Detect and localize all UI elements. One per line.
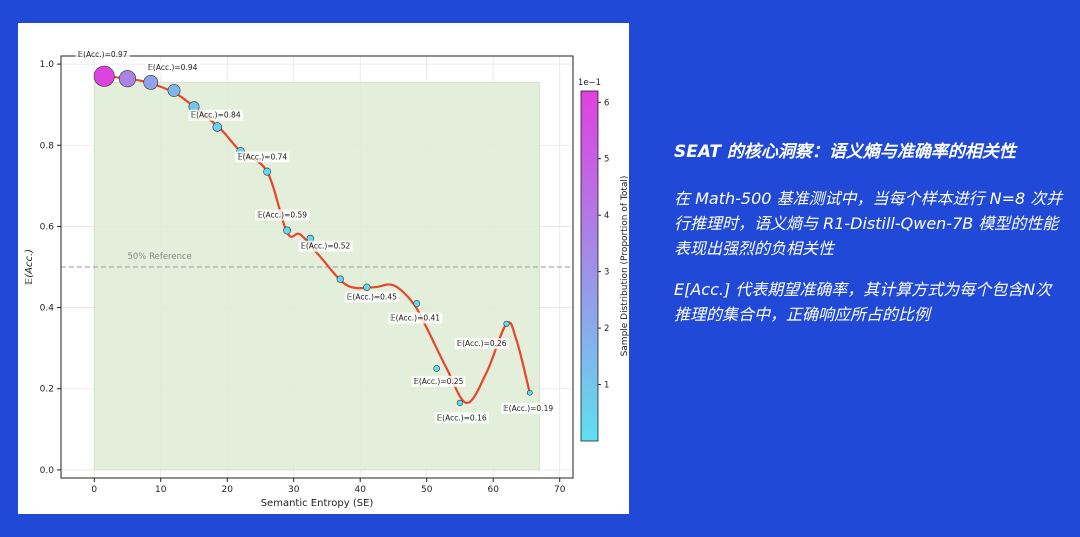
x-tick-label: 20	[222, 485, 234, 495]
annotation-text: 𝔼(Acc.)=0.41	[390, 314, 440, 323]
data-point	[336, 275, 344, 283]
accuracy-curve	[104, 75, 531, 405]
annotation-label: 𝔼(Acc.)=0.97	[75, 48, 130, 60]
annotation-label: 𝔼(Acc.)=0.52	[298, 240, 353, 252]
annotation-label: 𝔼(Acc.)=0.94	[145, 62, 200, 74]
annotation-label: 𝔼(Acc.)=0.84	[188, 109, 243, 121]
x-tick-label: 10	[155, 485, 167, 495]
annotation-label: 𝔼(Acc.)=0.25	[411, 375, 466, 387]
annotation-background	[298, 240, 353, 252]
data-point	[118, 70, 137, 88]
y-tick-label: 0.6	[40, 222, 55, 232]
plot-frame	[60, 55, 574, 479]
annotation-text: 𝔼(Acc.)=0.45	[347, 292, 397, 301]
annotation-text: 𝔼(Acc.)=0.26	[457, 339, 507, 348]
colorbar-exponent: 1e−1	[578, 78, 601, 88]
colorbar	[580, 90, 599, 442]
x-axis-label: Semantic Entropy (SE)	[261, 498, 374, 509]
data-point	[526, 389, 533, 396]
colorbar-tick-label: 5	[604, 155, 609, 165]
annotation-background	[188, 109, 243, 121]
annotation-background	[255, 209, 310, 221]
annotation-text: 𝔼(Acc.)=0.97	[78, 50, 128, 59]
data-point	[93, 65, 115, 87]
data-point	[167, 84, 181, 97]
data-point	[456, 399, 464, 407]
annotation-text: 𝔼(Acc.)=0.52	[300, 242, 350, 251]
annotation-text: 𝔼(Acc.)=0.74	[237, 152, 287, 161]
data-point	[413, 300, 421, 307]
x-tick-label: 50	[421, 485, 433, 495]
data-point	[212, 122, 222, 132]
x-tick-label: 30	[288, 485, 300, 495]
shaded-region	[93, 82, 541, 471]
annotation-background	[344, 291, 400, 303]
insight-title: SEAT 的核心洞察：语义熵与准确率的相关性	[674, 142, 1016, 162]
annotation-background	[388, 312, 443, 324]
x-tick-label: 70	[554, 485, 566, 495]
annotation-text: 𝔼(Acc.)=0.25	[413, 377, 463, 386]
annotation-text: 𝔼(Acc.)=0.84	[191, 111, 241, 120]
annotation-label: 𝔼(Acc.)=0.26	[454, 338, 509, 350]
annotation-background	[454, 338, 509, 350]
y-axis-label: 𝔼(Acc.)	[24, 249, 35, 285]
annotation-text: 𝔼(Acc.)=0.16	[437, 413, 487, 422]
annotation-background	[145, 62, 200, 74]
insight-paragraph-2: E[Acc.] 代表期望准确率，其计算方式为每个包含N次推理的集合中，正确响应所…	[674, 280, 1052, 324]
annotation-label: 𝔼(Acc.)=0.16	[434, 412, 489, 424]
y-tick-label: 1.0	[40, 60, 55, 70]
annotation-label: 𝔼(Acc.)=0.19	[501, 403, 556, 415]
y-tick-label: 0.4	[40, 304, 55, 314]
colorbar-tick-label: 2	[604, 324, 609, 334]
x-tick-label: 60	[487, 485, 499, 495]
colorbar-tick-label: 1	[604, 381, 609, 391]
data-point	[143, 75, 159, 90]
annotation-background	[75, 48, 130, 60]
reference-line-label: 50% Reference	[127, 252, 191, 262]
y-tick-label: 0.8	[40, 141, 55, 151]
data-point	[503, 320, 510, 327]
annotation-background	[501, 403, 556, 415]
y-tick-label: 0.2	[40, 385, 54, 395]
annotation-label: 𝔼(Acc.)=0.45	[344, 291, 400, 303]
chart-panel: 50% Reference 0 10 20 30 40 50 60 70 0.0 0.2 0.4 0.6…	[18, 23, 629, 514]
annotation-text: 𝔼(Acc.)=0.94	[147, 63, 197, 72]
y-tick-label: 0.0	[40, 466, 55, 476]
annotation-background	[434, 412, 489, 424]
data-point	[363, 283, 371, 291]
annotation-label: 𝔼(Acc.)=0.41	[388, 312, 443, 324]
insight-paragraph-1: 在 Math-500 基准测试中，当每个样本进行 N=8 次并行推理时，语义熵与…	[674, 189, 1063, 258]
colorbar-tick-label: 3	[604, 268, 609, 278]
annotation-label: 𝔼(Acc.)=0.74	[235, 151, 290, 163]
colorbar-tick-label: 4	[604, 211, 609, 221]
data-point	[263, 167, 272, 176]
x-tick-label: 0	[91, 485, 97, 495]
data-point	[283, 226, 292, 235]
annotation-background	[411, 375, 466, 387]
annotation-label: 𝔼(Acc.)=0.59	[255, 209, 310, 221]
annotation-text: 𝔼(Acc.)=0.59	[257, 210, 307, 219]
colorbar-tick-label: 6	[604, 98, 609, 108]
annotation-text: 𝔼(Acc.)=0.19	[503, 404, 553, 413]
insight-text-panel: SEAT 的核心洞察：语义熵与准确率的相关性 在 Math-500 基准测试中，…	[674, 140, 1064, 343]
annotation-background	[235, 151, 290, 163]
data-point	[433, 365, 440, 372]
x-tick-label: 40	[354, 485, 366, 495]
entropy-accuracy-chart: 50% Reference 0 10 20 30 40 50 60 70 0.0 0.2 0.4 0.6…	[24, 48, 629, 509]
colorbar-label: Sample Distribution (Proportion of Total…	[620, 176, 629, 357]
